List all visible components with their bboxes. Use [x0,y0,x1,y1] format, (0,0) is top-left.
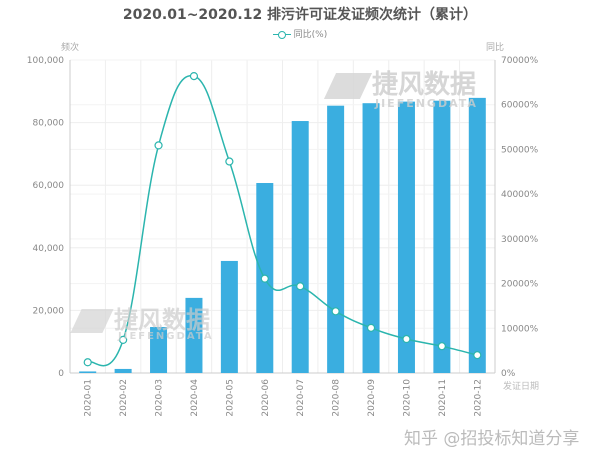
y-left-tick-label: 60,000 [33,181,65,191]
line-point [189,71,199,81]
line-point [331,307,340,316]
line-point [260,274,269,283]
line-point [296,282,305,291]
bar [397,101,415,373]
x-tick-label: 2020-03 [155,379,165,417]
line-point [225,157,234,166]
x-tick-label: 2020-12 [473,379,483,417]
y-left-tick-label: 0 [58,369,64,379]
bar [114,368,132,373]
y-right-tick-label: 70000% [501,56,539,66]
x-axis-title: 发证日期 [503,380,539,392]
x-tick-label: 2020-11 [438,379,448,417]
y-right-tick-label: 20000% [501,280,539,290]
x-tick-label: 2020-06 [261,379,271,417]
bar [185,297,203,373]
bar [468,97,486,374]
bar [327,105,345,373]
y-right-tick-label: 30000% [501,235,539,245]
y-right-tick-label: 50000% [501,145,539,155]
x-tick-label: 2020-01 [84,379,94,417]
bar [150,326,168,373]
chart-title: 2020.01~2020.12 排污许可证发证频次统计（累计） [122,7,478,23]
y-left-tick-label: 20,000 [33,306,65,316]
x-tick-label: 2020-07 [296,379,306,417]
y-right-tick-label: 0% [501,369,516,379]
legend-label: 同比(%) [293,30,328,40]
line-point [473,351,482,360]
x-tick-label: 2020-10 [402,379,412,417]
bar [433,100,451,373]
y-right-tick-label: 60000% [501,101,539,111]
y-left-tick-label: 100,000 [27,56,64,66]
bar [220,260,238,373]
bar [291,121,309,373]
legend-line-circle-icon [272,30,291,39]
x-tick-label: 2020-02 [119,379,129,417]
line-point [366,323,376,332]
bar [79,371,97,373]
y-right-tick-label: 40000% [501,190,539,200]
y-right-axis-title: 同比 [486,41,504,53]
watermark-logo-top: 捷风数据 JIEFENGDATA [323,64,478,110]
x-tick-label: 2020-09 [367,379,377,417]
line-point [154,141,163,150]
line-point [402,334,411,344]
legend[interactable]: 同比(%) [0,27,600,40]
x-tick-label: 2020-04 [190,379,200,417]
watermark-logo-bottom: 捷风数据 JIEFENGDATA [70,300,214,342]
y-left-tick-label: 80,000 [33,119,65,129]
line-point [119,335,128,345]
watermark-credit: 知乎 @招投标知道分享 [404,429,580,449]
y-left-tick-label: 40,000 [33,244,65,254]
y-left-axis-title: 频次 [61,41,79,53]
x-tick-label: 2020-05 [225,379,235,417]
bar [362,103,380,373]
line-point [83,358,92,367]
x-tick-label: 2020-08 [332,379,342,417]
line-point [437,342,446,351]
y-right-tick-label: 10000% [501,324,539,334]
